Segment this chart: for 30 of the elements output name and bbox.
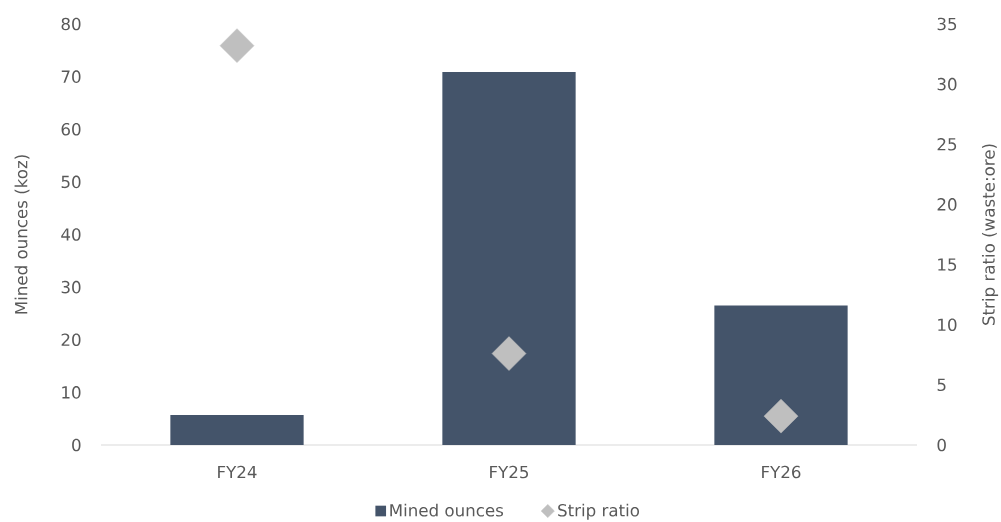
y2-tick-label: 15: [938, 258, 957, 271]
y-tick-label: 30: [61, 280, 81, 294]
bar: [714, 305, 848, 445]
bar: [170, 415, 304, 445]
y2-axis-title: Strip ratio (waste:ore): [981, 144, 999, 325]
y-tick-label: 80: [61, 17, 81, 31]
x-tick-label: FY26: [762, 465, 801, 479]
bar: [442, 71, 576, 445]
y-tick-label: 70: [61, 70, 81, 83]
y-tick-label: 40: [61, 228, 81, 241]
y2-tick-label: 30: [937, 77, 957, 91]
y-tick-label: 0: [72, 438, 81, 452]
legend-label: Strip ratio: [558, 503, 640, 520]
y2-tick-label: 35: [937, 17, 957, 31]
y-tick-label: 10: [62, 386, 81, 399]
point: [763, 398, 799, 434]
y-tick-label: 60: [61, 122, 81, 136]
point: [491, 336, 527, 371]
point: [219, 28, 255, 63]
y2-tick-label: 5: [937, 378, 946, 392]
y2-tick-label: 10: [938, 318, 957, 332]
x-tick-label: FY25: [490, 465, 529, 479]
legend-label: Mined ounces: [390, 503, 504, 517]
x-tick-label: FY24: [218, 465, 257, 479]
y-axis-title: Mined ounces (koz): [14, 155, 30, 314]
y2-tick-label: 25: [937, 137, 957, 151]
y2-tick-label: 0: [937, 438, 946, 452]
y-tick-label: 50: [61, 175, 81, 189]
y-tick-label: 20: [61, 333, 81, 347]
y2-tick-label: 20: [937, 198, 957, 211]
